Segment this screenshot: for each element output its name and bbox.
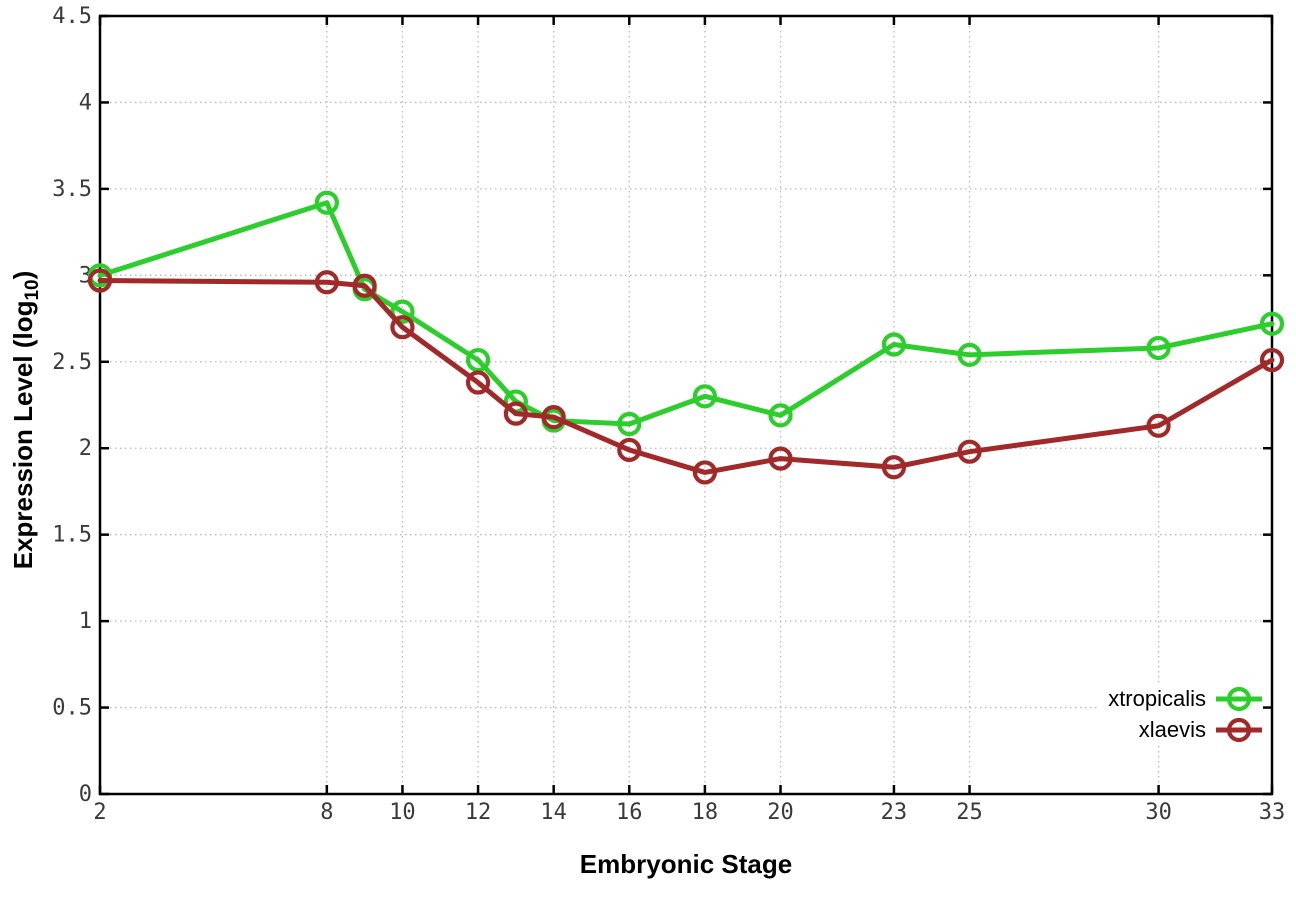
data-point [1146, 413, 1171, 438]
data-point [465, 347, 491, 373]
data-point [1146, 335, 1171, 361]
data-point [768, 403, 793, 428]
y-tick-label: 1 [79, 609, 92, 634]
y-tick-label: 2.5 [52, 350, 92, 375]
tick-labels: 2 8 10 12 14 16 18 20 23 25 30 3300.511.522.533.544… [52, 4, 1285, 825]
data-point [881, 455, 907, 480]
y-tick-label: 0.5 [52, 696, 92, 721]
y-axis-title: Expression Level (log10) [8, 271, 44, 570]
y-tick-label: 0 [79, 782, 92, 807]
data-point [390, 299, 415, 324]
data-point [692, 460, 718, 485]
y-tick-label: 2 [79, 436, 92, 461]
data-point [503, 401, 528, 426]
data-point [692, 384, 718, 409]
data-point [1259, 311, 1285, 336]
legend-line-circle-icon [1216, 686, 1262, 711]
data-point [541, 405, 566, 430]
legend-item-xlaevis: xlaevis [1139, 714, 1262, 745]
data-point [617, 411, 642, 437]
data-point [352, 273, 377, 298]
axis-ticks [98, 14, 1274, 796]
data-point [87, 268, 113, 293]
y-axis-title-subscript: 10 [22, 279, 44, 301]
y-axis-title-suffix: ) [7, 270, 38, 280]
legend-item-xtropicalis: xtropicalis [1108, 683, 1262, 714]
data-point [314, 270, 339, 295]
legend-line-circle-icon [1216, 717, 1262, 742]
y-tick-label: 4 [79, 90, 92, 115]
data-point [390, 315, 415, 340]
legend-label-xtropicalis: xtropicalis [1108, 685, 1206, 711]
x-tick-label: 14 [540, 800, 567, 825]
data-point [957, 439, 982, 464]
series-line [97, 200, 1275, 427]
y-axis-title-text: Expression Level (log [7, 300, 38, 570]
x-axis-title: Embryonic Stage [579, 849, 793, 879]
x-tick-label: 12 [465, 800, 492, 825]
x-tick-label: 8 [320, 800, 333, 825]
x-tick-label: 23 [881, 800, 908, 825]
x-tick-label: 16 [616, 800, 643, 825]
data-point [768, 446, 793, 471]
legend: xtropicalis xlaevis [1100, 683, 1262, 745]
x-tick-label: 25 [956, 800, 983, 825]
x-tick-label: 2 [93, 800, 106, 825]
series-xlaevis [87, 268, 1285, 485]
x-tick-label: 20 [767, 800, 794, 825]
y-tick-label: 1.5 [52, 523, 92, 548]
series-line [97, 278, 1275, 475]
data-point [881, 332, 907, 357]
legend-label-xlaevis: xlaevis [1138, 716, 1206, 742]
y-tick-label: 3.5 [52, 177, 92, 202]
plot-border [98, 14, 1274, 796]
x-tick-label: 33 [1259, 800, 1286, 825]
data-point [617, 437, 642, 463]
data-point [314, 190, 339, 215]
data-point [957, 342, 982, 367]
x-tick-label: 18 [692, 800, 719, 825]
x-tick-label: 10 [389, 800, 416, 825]
x-tick-label: 30 [1145, 800, 1172, 825]
y-tick-label: 4.5 [52, 4, 92, 29]
data-point [1259, 347, 1285, 373]
data-point [465, 370, 491, 395]
grid-lines [100, 16, 1272, 794]
series-xtropicalis [87, 190, 1285, 437]
